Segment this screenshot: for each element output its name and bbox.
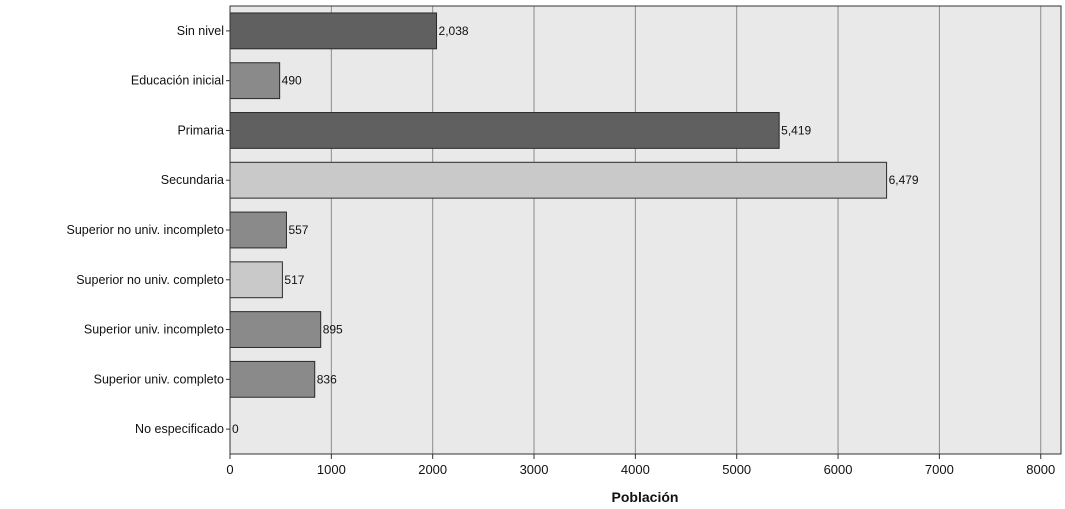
bars [229,12,888,398]
category-label: No especificado [135,422,224,436]
category-label: Superior univ. completo [94,372,224,386]
category-label: Superior no univ. completo [76,273,224,287]
x-tick-label: 3000 [520,462,549,477]
x-tick-label: 2000 [418,462,447,477]
gridlines [330,6,1042,454]
data-label: 6,479 [889,173,919,187]
category-label: Educación inicial [131,74,224,88]
x-axis-title: Población [612,489,679,505]
category-label: Superior no univ. incompleto [67,223,225,237]
data-label: 517 [284,273,304,287]
category-labels: Sin nivel Educación inicial Primaria Secund… [67,24,230,436]
category-label: Sin nivel [177,24,224,38]
data-label: 557 [288,223,308,237]
x-tick-label: 1000 [317,462,346,477]
bar [229,211,287,249]
data-label: 0 [232,422,239,436]
plot-border [229,5,1062,455]
data-label: 490 [282,74,302,88]
x-axis-ticks: 0 1000 2000 3000 4000 5000 6000 7000 8000 [226,454,1055,477]
x-tick-label: 6000 [824,462,853,477]
category-label: Primaria [177,123,224,137]
data-label: 895 [323,323,343,337]
x-tick-label: 7000 [925,462,954,477]
data-labels: 2,038 490 5,419 6,479 557 517 895 836 0 [232,24,919,436]
data-label: 5,419 [781,123,811,137]
bar [229,311,322,348]
x-tick-label: 8000 [1026,462,1055,477]
bar [229,112,780,149]
x-tick-label: 0 [226,462,233,477]
bar [229,161,888,199]
data-label: 836 [317,372,337,386]
bar [229,12,438,50]
bar [229,62,281,100]
category-label: Secundaria [161,173,224,187]
data-label: 2,038 [439,24,469,38]
plot-area [230,6,1061,454]
x-tick-label: 5000 [722,462,751,477]
bar [229,360,316,398]
category-label: Superior univ. incompleto [84,323,224,337]
bar [229,261,283,299]
x-tick-label: 4000 [621,462,650,477]
